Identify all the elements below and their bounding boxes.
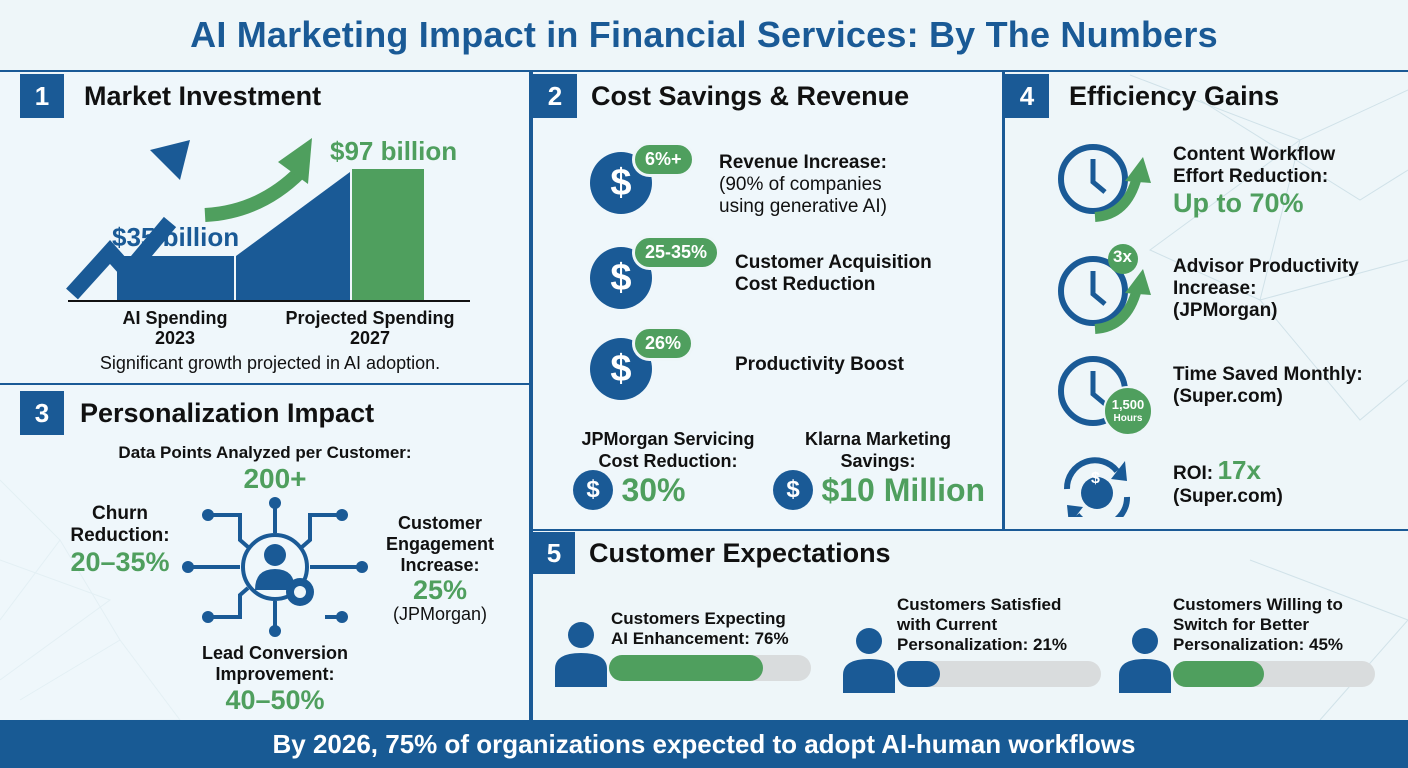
efficiency-icons xyxy=(1058,144,1153,517)
section-number: 3 xyxy=(20,391,64,435)
jpmorgan-value: $ 30% xyxy=(573,470,686,510)
section-number: 5 xyxy=(533,532,575,574)
jpmorgan-servicing: JPMorgan Servicing Cost Reduction: xyxy=(581,429,755,471)
revenue-increase: Revenue Increase: (90% of companies usin… xyxy=(719,152,887,217)
section-title: Market Investment xyxy=(84,80,322,111)
clock-arrow-icon xyxy=(1058,144,1151,222)
lead-conversion: Lead Conversion Improvement: 40–50% xyxy=(201,643,349,715)
panel-customer-expectations: 5 Customer Expectations Customers Expect… xyxy=(531,529,1408,722)
customer-engagement: Customer Engagement Increase: 25% (JPMor… xyxy=(385,513,495,624)
section-title: Efficiency Gains xyxy=(1069,80,1280,111)
three-x-badge: 3x xyxy=(1113,247,1132,266)
hours-badge: 1,500 Hours xyxy=(1111,397,1145,425)
clock-arrow-icon xyxy=(1058,244,1151,334)
section-title: Cost Savings & Revenue xyxy=(591,80,910,111)
customer-network-gear-icon xyxy=(182,497,368,637)
expectation-progress-bar xyxy=(609,655,811,681)
data-points-value: 200+ xyxy=(243,463,307,494)
market-chart-graphics xyxy=(66,138,470,302)
klarna-savings: Klarna Marketing Savings: xyxy=(804,429,952,471)
curved-growth-arrow-icon xyxy=(204,138,312,222)
klarna-value: $ $10 Million xyxy=(773,470,985,510)
content-workflow: Content Workflow Effort Reduction: Up to… xyxy=(1173,144,1336,218)
footer-banner: By 2026, 75% of organizations expected t… xyxy=(0,720,1408,768)
market-caption: Significant growth projected in AI adopt… xyxy=(99,353,441,373)
panel-personalization-impact: 3 Personalization Impact Data Points Ana… xyxy=(0,383,531,722)
bar-2023 xyxy=(117,256,234,301)
satisfied-progress-bar xyxy=(897,661,1101,687)
growth-ramp xyxy=(236,172,350,301)
panel-cost-savings-revenue: 2 Cost Savings & Revenue $ 6%+ Revenue I… xyxy=(531,70,1004,531)
page-title: AI Marketing Impact in Financial Service… xyxy=(190,14,1218,55)
section-number: 1 xyxy=(20,74,64,118)
value-2023: $35 billion xyxy=(112,222,240,252)
bar-2027 xyxy=(352,169,424,301)
value-2027: $97 billion xyxy=(330,136,458,166)
dollar-coin-icon: $ xyxy=(773,470,813,510)
section-title: Customer Expectations xyxy=(589,537,891,568)
person-icon xyxy=(843,628,895,693)
clock-icon xyxy=(1058,356,1153,436)
section-number: 4 xyxy=(1005,74,1049,118)
dollar-coin-icon: $ xyxy=(573,470,613,510)
time-saved: Time Saved Monthly: (Super.com) xyxy=(1173,364,1363,407)
progress-fill xyxy=(897,661,940,687)
dollar-cycle-icon xyxy=(1063,457,1131,517)
label-2023: AI Spending 2023 xyxy=(122,308,228,348)
expectation-satisfied-label: Customers Satisfied with Current Persona… xyxy=(897,595,1068,654)
expectation-switch-label: Customers Willing to Switch for Better P… xyxy=(1173,595,1344,654)
progress-fill xyxy=(1173,661,1264,687)
section-number: 2 xyxy=(533,74,577,118)
label-2027: Projected Spending 2027 xyxy=(285,308,455,348)
switch-progress-bar xyxy=(1173,661,1375,687)
roi-dollar-symbol: $ xyxy=(1091,470,1100,487)
person-icon xyxy=(555,622,607,687)
productivity-badge: 26% xyxy=(632,326,695,361)
panel-efficiency-gains: 4 Efficiency Gains 3x xyxy=(1003,70,1408,531)
progress-fill xyxy=(609,655,763,681)
advisor-productivity: Advisor Productivity Increase: (JPMorgan… xyxy=(1173,256,1359,321)
expectation-ai-enhancement-label: Customers Expecting AI Enhancement: 76% xyxy=(611,609,789,648)
productivity-boost: Productivity Boost xyxy=(735,354,904,375)
customer-acquisition: Customer Acquisition Cost Reduction xyxy=(735,252,932,295)
roi: ROI: 17x (Super.com) xyxy=(1173,455,1283,507)
person-icon xyxy=(1119,628,1171,693)
data-points-label: Data Points Analyzed per Customer: xyxy=(118,443,412,462)
churn-reduction: Churn Reduction: 20–35% xyxy=(70,503,170,577)
section-title: Personalization Impact xyxy=(80,397,375,428)
revenue-badge: 6%+ xyxy=(632,142,695,177)
acquisition-badge: 25-35% xyxy=(632,235,721,270)
panel-market-investment: 1 Market Investment $35 billion $97 bill… xyxy=(0,70,531,385)
